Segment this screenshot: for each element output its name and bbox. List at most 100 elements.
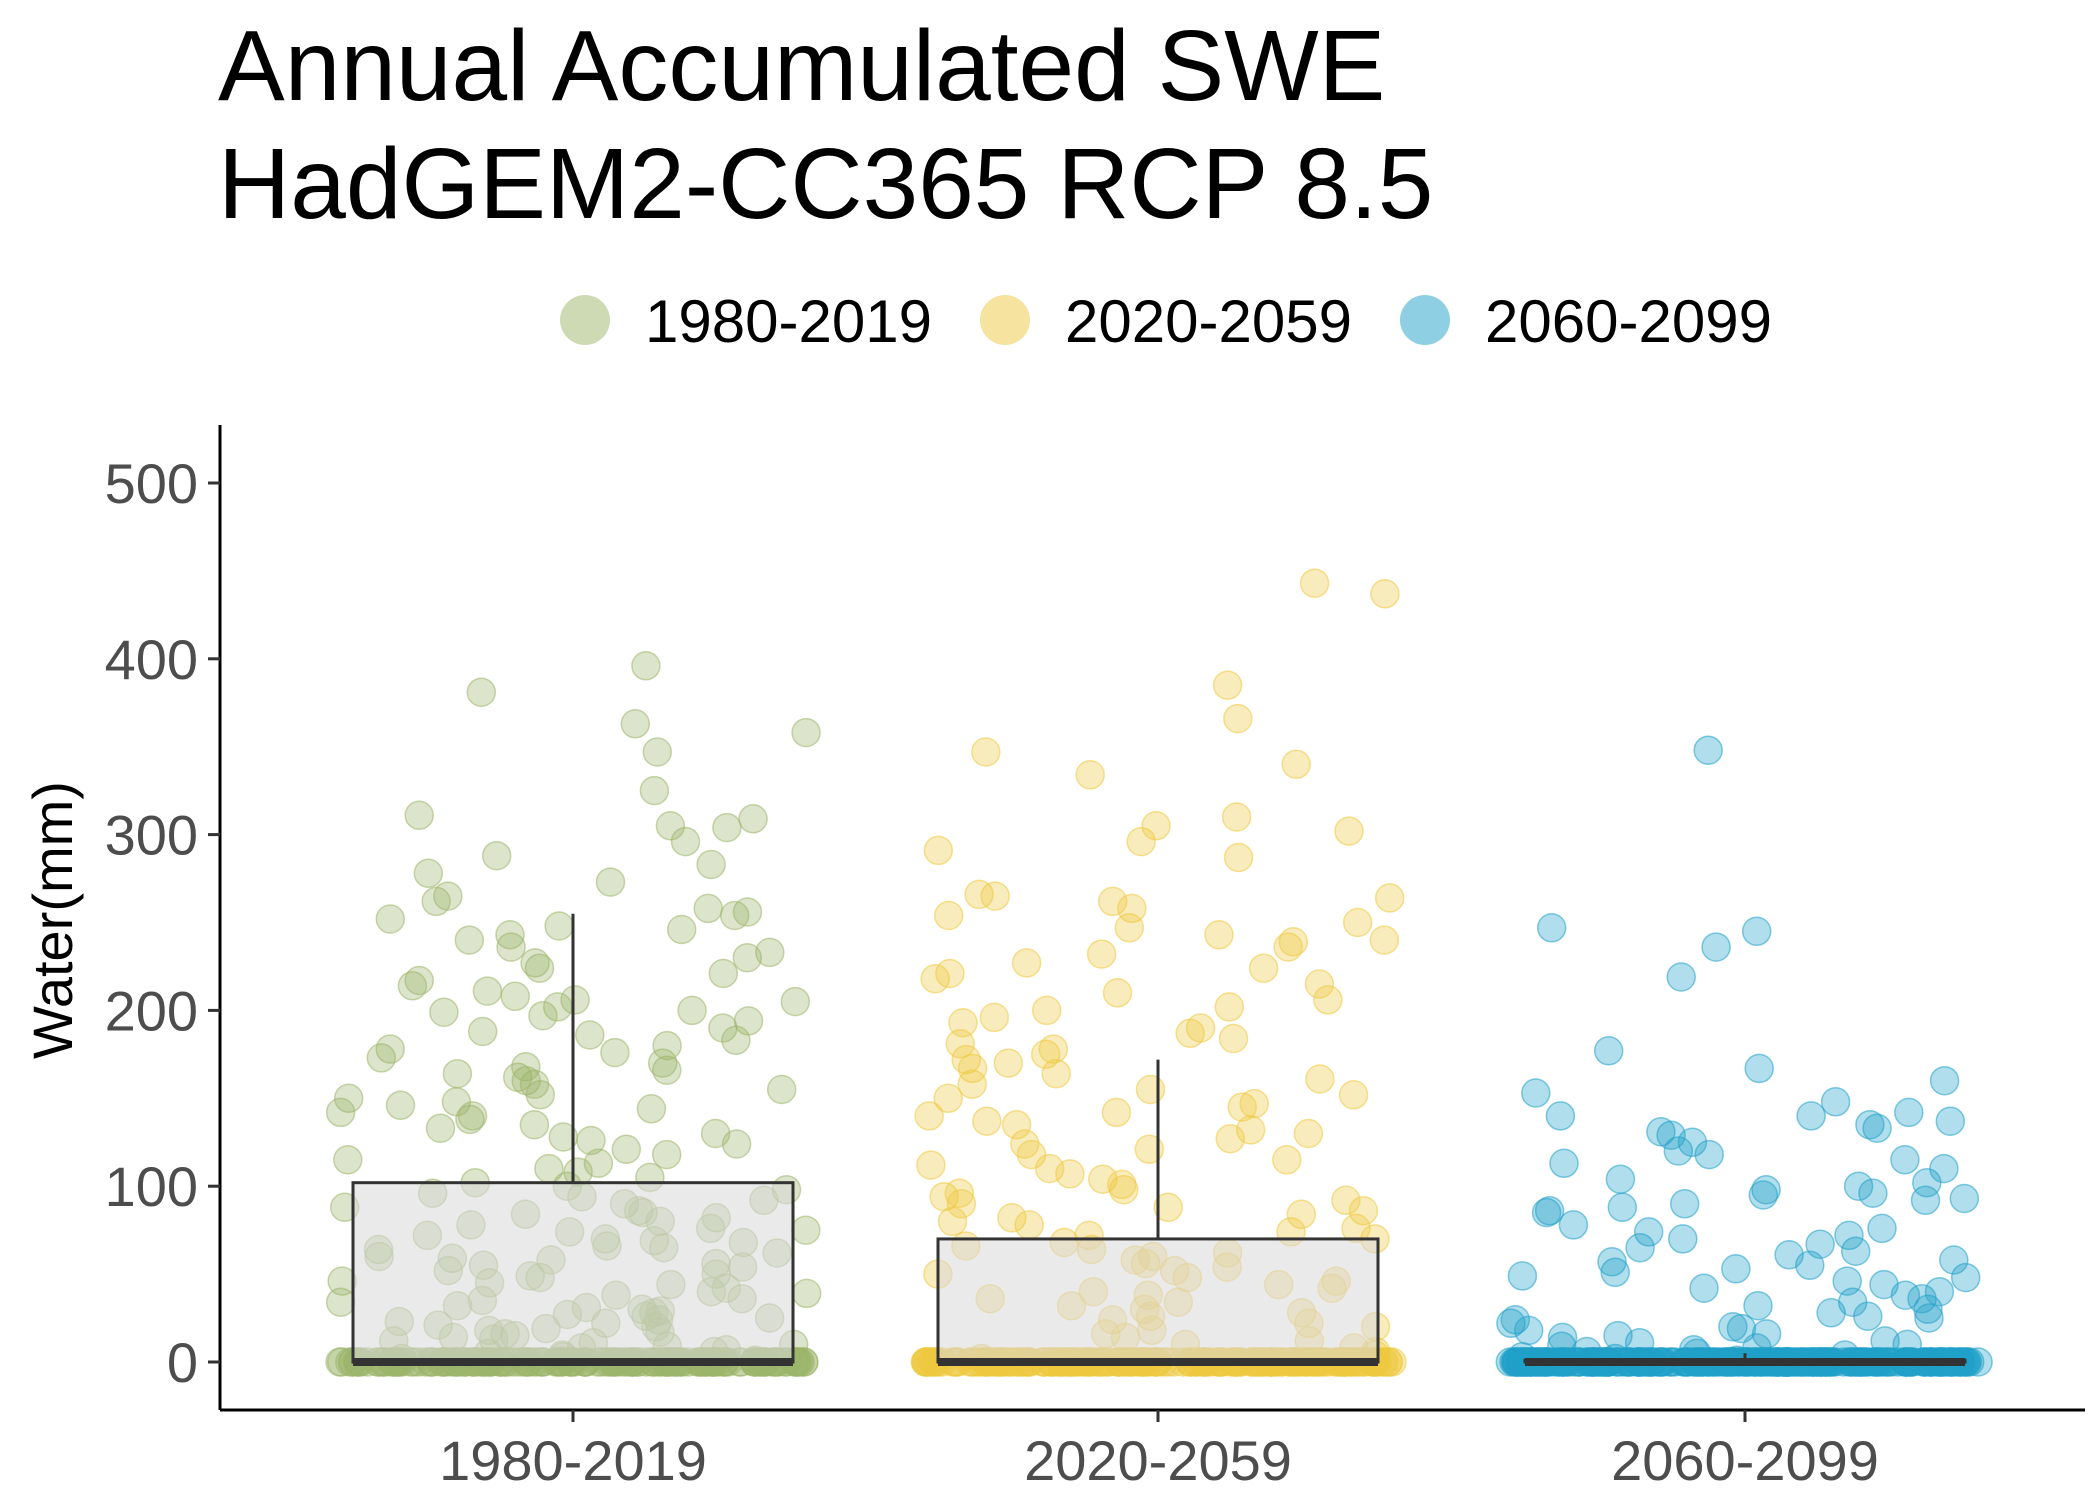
point-2020-2059-13 xyxy=(964,879,994,910)
point-2060-2099-61 xyxy=(1816,1298,1846,1328)
legend: 1980-2019 2020-2059 2060-2099 xyxy=(560,288,1772,355)
legend-label-1980-2019: 1980-2019 xyxy=(645,288,932,355)
point-2020-2059-15 xyxy=(1374,883,1405,913)
point-2060-2099-71 xyxy=(1547,1322,1578,1353)
legend-label-2060-2099: 2060-2099 xyxy=(1485,288,1772,355)
point-1980-2019-47 xyxy=(375,1034,405,1064)
point-2060-2099-11 xyxy=(1545,1101,1576,1131)
point-2060-2099-67 xyxy=(1726,1313,1757,1344)
point-2020-2059-4 xyxy=(971,737,1001,767)
point-2020-2059-50 xyxy=(1338,1080,1369,1110)
x-tick-label-2020-2059: 2020-2059 xyxy=(1024,1429,1292,1492)
chart-title-line-2: HadGEM2-CC365 RCP 8.5 xyxy=(218,128,1433,240)
point-1980-2019-48 xyxy=(600,1037,630,1068)
point-2020-2059-19 xyxy=(1342,907,1373,938)
point-2060-2099-50 xyxy=(1507,1261,1538,1291)
point-2020-2059-12 xyxy=(1223,842,1254,873)
point-2020-2059-42 xyxy=(1030,1039,1061,1070)
point-1980-2019-17 xyxy=(693,893,723,924)
point-2020-2059-70 xyxy=(1108,1174,1139,1205)
point-2060-2099-18 xyxy=(1677,1127,1708,1158)
point-2060-2099-51 xyxy=(1950,1262,1981,1293)
point-2020-2059-24 xyxy=(1273,932,1303,962)
point-1980-2019-38 xyxy=(677,995,707,1026)
point-2020-2059-32 xyxy=(1313,985,1343,1015)
point-2020-2059-77 xyxy=(1286,1199,1317,1230)
point-2020-2059-73 xyxy=(1331,1185,1361,1216)
point-1980-2019-14 xyxy=(595,867,626,897)
point-2020-2059-45 xyxy=(957,1053,988,1084)
point-2020-2059-74 xyxy=(946,1189,977,1219)
point-2020-2059-65 xyxy=(916,1150,946,1180)
point-1980-2019-44 xyxy=(575,1020,605,1050)
y-axis-title: Water(mm) xyxy=(21,781,84,1059)
point-1980-2019-65 xyxy=(455,1104,485,1135)
point-2020-2059-79 xyxy=(937,1206,968,1237)
point-2020-2059-57 xyxy=(1001,1109,1032,1140)
point-2060-2099-4 xyxy=(1666,962,1696,992)
point-2060-2099-37 xyxy=(1867,1213,1897,1244)
point-1980-2019-33 xyxy=(472,976,503,1006)
point-1980-2019-25 xyxy=(496,932,526,962)
point-2060-2099-54 xyxy=(1689,1273,1719,1303)
point-2060-2099-5 xyxy=(1593,1036,1624,1066)
point-1980-2019-3 xyxy=(791,717,821,748)
point-2060-2099-66 xyxy=(1718,1312,1748,1342)
point-2020-2059-31 xyxy=(1102,978,1133,1008)
point-2020-2059-2 xyxy=(1212,670,1243,700)
point-2020-2059-14 xyxy=(980,881,1010,911)
point-2060-2099-65 xyxy=(1496,1308,1526,1339)
point-2020-2059-30 xyxy=(1304,969,1335,999)
point-2060-2099-8 xyxy=(1521,1078,1551,1108)
chart-title-line-1: Annual Accumulated SWE xyxy=(218,10,1385,122)
point-2020-2059-26 xyxy=(1011,948,1042,978)
boxplots xyxy=(351,913,1967,1366)
point-2060-2099-27 xyxy=(1751,1174,1781,1205)
point-2060-2099-2 xyxy=(1741,916,1772,947)
point-2020-2059-10 xyxy=(1126,826,1156,857)
point-2060-2099-33 xyxy=(1607,1192,1638,1223)
point-2060-2099-46 xyxy=(1597,1247,1627,1277)
point-1980-2019-67 xyxy=(425,1113,456,1143)
point-2020-2059-29 xyxy=(920,964,950,994)
point-1980-2019-26 xyxy=(755,937,785,968)
legend-swatch-1980-2019 xyxy=(560,295,610,345)
point-2060-2099-47 xyxy=(1795,1250,1825,1281)
point-2020-2059-5 xyxy=(1281,749,1311,780)
point-2020-2059-21 xyxy=(1204,920,1234,950)
point-1980-2019-46 xyxy=(652,1030,682,1061)
point-1980-2019-74 xyxy=(333,1145,363,1175)
point-1980-2019-8 xyxy=(655,811,686,841)
point-1980-2019-62 xyxy=(636,1094,667,1124)
point-1980-2019-59 xyxy=(333,1083,364,1114)
point-1980-2019-0 xyxy=(631,651,661,681)
point-1980-2019-28 xyxy=(520,948,550,978)
point-1980-2019-35 xyxy=(560,985,590,1015)
point-2020-2059-56 xyxy=(972,1106,1002,1136)
point-2060-2099-42 xyxy=(1625,1232,1655,1263)
point-2060-2099-49 xyxy=(1600,1257,1630,1288)
point-2060-2099-0 xyxy=(1693,735,1723,765)
point-2020-2059-23 xyxy=(1278,927,1309,957)
point-2020-2059-16 xyxy=(1097,886,1128,917)
point-1980-2019-61 xyxy=(385,1090,416,1121)
y-tick-label-300: 300 xyxy=(105,804,198,867)
point-2060-2099-13 xyxy=(1935,1106,1966,1136)
point-2020-2059-78 xyxy=(997,1203,1027,1233)
point-2060-2099-6 xyxy=(1744,1053,1774,1084)
box-2020-2059 xyxy=(936,1237,1380,1364)
x-tick-label-2060-2099: 2060-2099 xyxy=(1611,1429,1879,1492)
point-2060-2099-40 xyxy=(1668,1224,1698,1254)
point-1980-2019-9 xyxy=(712,812,742,843)
point-1980-2019-10 xyxy=(670,826,701,857)
point-1980-2019-45 xyxy=(721,1025,751,1056)
point-1980-2019-315 xyxy=(325,1347,355,1377)
point-2020-2059-1 xyxy=(1370,579,1400,609)
point-2060-2099-9 xyxy=(1820,1087,1851,1117)
point-2020-2059-53 xyxy=(1227,1092,1257,1122)
point-2060-2099-22 xyxy=(1549,1148,1579,1179)
point-2060-2099-36 xyxy=(1558,1210,1589,1240)
point-2020-2059-18 xyxy=(933,900,964,931)
point-2060-2099-63 xyxy=(1914,1303,1944,1333)
